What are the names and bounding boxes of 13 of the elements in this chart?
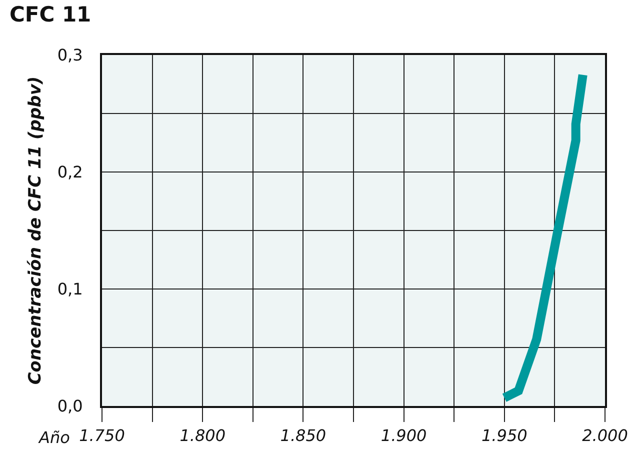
x-tick-label: 1.950 [481, 426, 528, 446]
y-tick-label: 0,3 [57, 46, 83, 65]
y-tick-label: 0,2 [57, 162, 83, 182]
x-tick-label: 1.800 [180, 426, 226, 446]
y-axis-title: Concentración de CFC 11 (ppbv) [25, 76, 46, 385]
x-tick-label: 2.000 [582, 426, 628, 446]
y-tick-label: 0,1 [57, 280, 83, 299]
x-axis-title: Año [38, 428, 70, 447]
x-tick-label: 1.900 [380, 426, 427, 446]
x-tick-label: 1.750 [79, 426, 125, 446]
y-tick-label: 0,0 [57, 396, 83, 416]
chart-title: CFC 11 [9, 2, 92, 27]
x-tick-label: 1.850 [280, 426, 326, 446]
